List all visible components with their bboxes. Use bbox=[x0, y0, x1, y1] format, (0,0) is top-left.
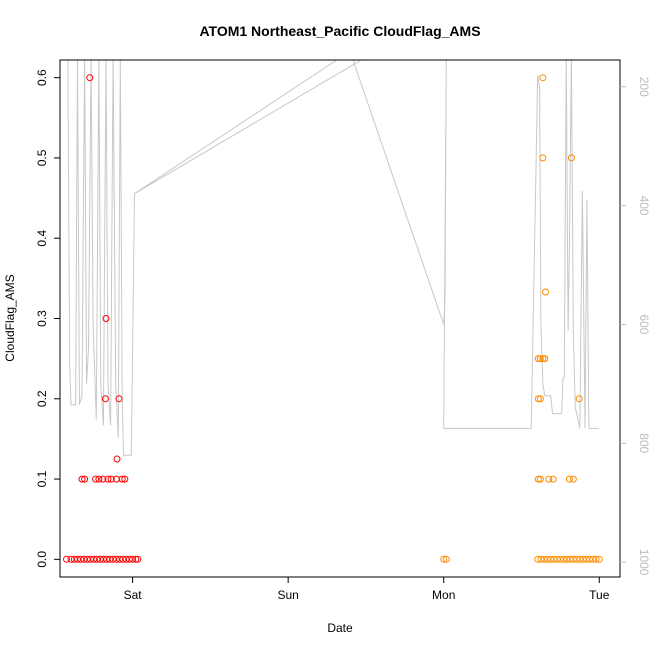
plot-frame bbox=[59, 59, 621, 578]
data-point bbox=[539, 355, 547, 363]
x-tick-label: Mon bbox=[432, 588, 455, 602]
x-tick-label: Tue bbox=[589, 588, 610, 602]
y2-tick-label: 600 bbox=[637, 314, 650, 334]
points-layer bbox=[63, 74, 603, 563]
data-point bbox=[541, 355, 549, 363]
data-point bbox=[567, 154, 575, 162]
y-tick-label: 0.0 bbox=[35, 551, 49, 568]
data-point bbox=[542, 288, 549, 296]
data-point bbox=[113, 455, 121, 463]
data-point bbox=[115, 395, 123, 403]
data-point bbox=[595, 555, 603, 563]
x-tick-label: Sun bbox=[277, 588, 298, 602]
y2-tick-label: 1000 bbox=[637, 549, 650, 576]
data-point bbox=[132, 555, 140, 563]
data-point bbox=[107, 475, 115, 483]
secondary-y-axis: 200 400 600 800 1000 bbox=[620, 77, 650, 576]
data-point bbox=[442, 555, 450, 563]
secondary-series-line bbox=[68, 45, 599, 455]
y2-tick-label: 200 bbox=[637, 77, 650, 97]
data-point bbox=[539, 74, 547, 82]
data-point bbox=[565, 475, 573, 483]
data-point bbox=[440, 555, 448, 563]
y-tick-label: 0.5 bbox=[35, 149, 49, 166]
chart-title: ATOM1 Northeast_Pacific CloudFlag_AMS bbox=[199, 23, 480, 39]
y-tick-label: 0.3 bbox=[35, 310, 49, 327]
y2-tick-label: 800 bbox=[637, 433, 650, 453]
y-axis: 0.0 0.1 0.2 0.3 0.4 0.5 0.6 bbox=[35, 69, 60, 568]
data-point bbox=[536, 475, 544, 483]
secondary-series-layer bbox=[68, 45, 599, 455]
data-point bbox=[95, 475, 103, 483]
data-point bbox=[118, 475, 126, 483]
data-point bbox=[63, 555, 70, 563]
x-axis: Sat Sun Mon Tue bbox=[124, 576, 610, 602]
data-point bbox=[534, 395, 542, 403]
y2-tick-label: 400 bbox=[637, 196, 650, 216]
x-axis-label: Date bbox=[327, 621, 353, 635]
data-point bbox=[99, 475, 107, 483]
data-point bbox=[549, 475, 557, 483]
y-tick-label: 0.4 bbox=[35, 230, 49, 247]
y-tick-label: 0.2 bbox=[35, 390, 49, 407]
data-point bbox=[569, 475, 577, 483]
y-tick-label: 0.6 bbox=[35, 69, 49, 86]
y-tick-label: 0.1 bbox=[35, 470, 49, 487]
data-point bbox=[539, 154, 547, 162]
data-point bbox=[536, 355, 544, 363]
x-tick-label: Sat bbox=[124, 588, 143, 602]
data-point bbox=[104, 475, 112, 483]
data-point bbox=[81, 475, 89, 483]
data-point bbox=[92, 475, 100, 483]
data-point bbox=[102, 315, 110, 322]
data-point bbox=[121, 475, 129, 483]
data-point bbox=[134, 555, 142, 563]
data-point bbox=[575, 395, 583, 403]
data-point bbox=[592, 555, 600, 563]
y-axis-label: CloudFlag_AMS bbox=[3, 274, 17, 361]
data-point bbox=[534, 475, 542, 483]
data-point bbox=[86, 74, 94, 82]
data-point bbox=[129, 555, 137, 563]
data-point bbox=[78, 475, 86, 483]
data-point bbox=[545, 475, 553, 483]
data-point bbox=[536, 395, 544, 403]
data-point bbox=[101, 395, 109, 403]
